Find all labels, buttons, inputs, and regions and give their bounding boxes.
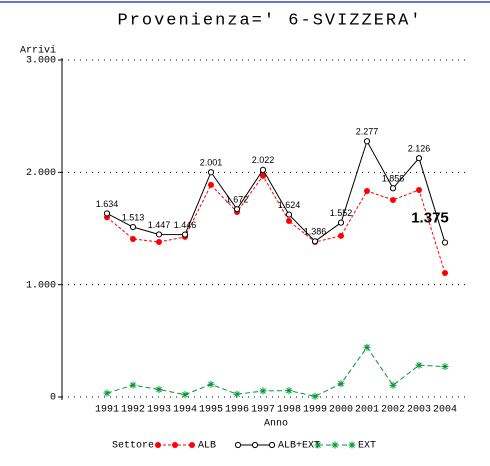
point [268, 441, 276, 449]
point [233, 206, 241, 213]
series-line [106, 346, 446, 397]
point [181, 231, 189, 238]
point [415, 155, 423, 162]
y-tick-label: 0 [50, 393, 56, 404]
point [259, 387, 267, 395]
x-tick-label: 1999 [303, 405, 327, 416]
point [390, 196, 396, 203]
point [260, 172, 266, 179]
x-tick-label: 1998 [277, 405, 301, 416]
point [155, 385, 163, 393]
point [156, 238, 162, 245]
x-tick-label: 2000 [329, 405, 353, 416]
chart-title: Provenienza=' 6-SVIZZERA' [117, 11, 422, 30]
point [337, 219, 345, 226]
y-axis-label: Arrivi [20, 45, 56, 57]
x-tick-label: 2001 [355, 405, 379, 416]
point [311, 392, 319, 400]
point [207, 380, 215, 388]
data-label: 1.672 [226, 195, 249, 205]
point [103, 389, 111, 397]
x-tick-label: 1992 [121, 405, 145, 416]
point [181, 391, 189, 399]
point [172, 442, 178, 448]
point [233, 390, 241, 398]
data-label: 2.022 [252, 155, 275, 165]
y-tick-label: 1.000 [26, 280, 56, 291]
point [130, 235, 136, 242]
point [441, 239, 449, 246]
data-label: 1.634 [96, 199, 119, 209]
point [363, 343, 371, 351]
data-label: 1.858 [382, 174, 405, 184]
point [348, 441, 356, 449]
point [207, 169, 215, 176]
point [441, 363, 449, 371]
point [208, 181, 214, 188]
legend-label: ALB+EXT [278, 441, 320, 452]
legend-label: ALB [198, 441, 216, 452]
x-tick-label: 1996 [225, 405, 249, 416]
point [251, 441, 259, 449]
x-tick-label: 2003 [407, 405, 431, 416]
point [416, 186, 422, 193]
point [389, 381, 397, 389]
point [189, 442, 195, 448]
data-label: 1.447 [148, 220, 171, 230]
data-label: 1.513 [122, 212, 145, 222]
point [337, 380, 345, 388]
data-label: 1.624 [278, 200, 301, 210]
point [331, 441, 339, 449]
point [363, 138, 371, 145]
data-label: 2.277 [356, 127, 379, 137]
data-label: 2.126 [408, 144, 431, 154]
point [286, 217, 292, 224]
x-tick-label: 1991 [95, 405, 119, 416]
point [338, 232, 344, 239]
point [389, 185, 397, 192]
data-label: 2.001 [200, 158, 223, 168]
point [311, 238, 319, 245]
point [285, 387, 293, 395]
series-line [106, 175, 446, 274]
x-tick-label: 1995 [199, 405, 223, 416]
point [129, 223, 137, 231]
point [129, 381, 137, 389]
point [314, 441, 322, 449]
x-tick-label: 2004 [433, 405, 457, 416]
x-tick-label: 1994 [173, 405, 197, 416]
point [259, 166, 267, 173]
point [234, 441, 242, 449]
point [103, 210, 111, 217]
legend-title: Settore [112, 441, 154, 452]
legend-label: EXT [358, 441, 376, 452]
point [442, 269, 448, 276]
series-line [106, 139, 446, 243]
data-label: 1.375 [411, 210, 449, 227]
y-tick-label: 3.000 [26, 56, 56, 67]
data-label: 1.446 [174, 220, 197, 230]
point [155, 442, 161, 448]
point [364, 187, 370, 194]
data-label: 1.552 [330, 208, 353, 218]
x-tick-label: 2002 [381, 405, 405, 416]
y-tick-label: 2.000 [26, 168, 56, 179]
point [415, 361, 423, 369]
x-tick-label: 1993 [147, 405, 171, 416]
x-axis-label: Anno [264, 419, 288, 430]
data-label: 1.386 [304, 227, 327, 237]
x-tick-label: 1997 [251, 405, 275, 416]
point [285, 211, 293, 218]
point [155, 231, 163, 238]
